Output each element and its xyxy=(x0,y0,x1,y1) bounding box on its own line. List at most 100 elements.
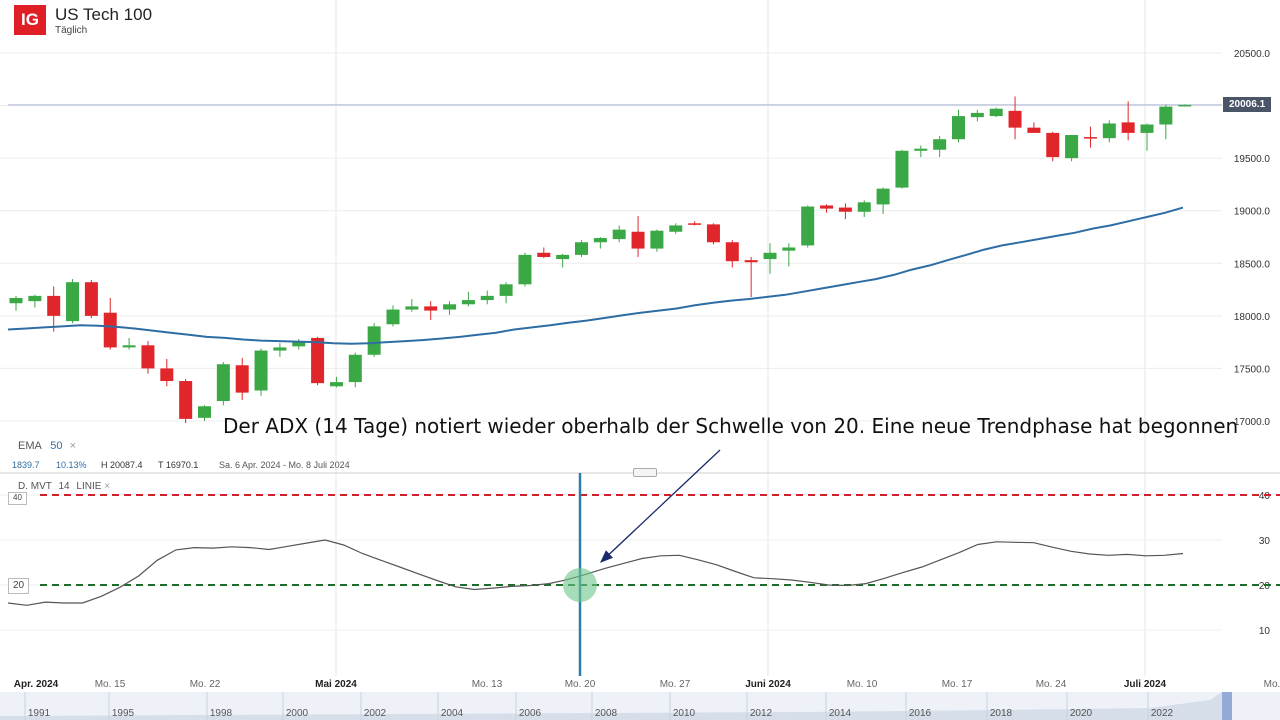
navigator-year-label: 2004 xyxy=(441,708,464,719)
candle-up xyxy=(933,139,947,150)
x-tick-label: Mo. 20 xyxy=(565,679,596,690)
candle-up xyxy=(499,284,513,296)
candle-up xyxy=(989,108,1003,117)
candle-up xyxy=(367,326,381,355)
candle-up xyxy=(329,382,343,387)
candle-up xyxy=(405,306,419,310)
candle-down xyxy=(103,312,117,348)
navigator-area xyxy=(0,692,1222,720)
price-tick-label: 19000.0 xyxy=(1234,207,1271,218)
x-tick-label: Mo. 27 xyxy=(660,679,691,690)
navigator-year-label: 2022 xyxy=(1151,708,1174,719)
candle-up xyxy=(593,238,607,243)
x-tick-label: Mo. 24 xyxy=(1036,679,1067,690)
candle-down xyxy=(160,368,174,382)
price-tick-label: 17500.0 xyxy=(1234,364,1271,375)
sub-indicator-period: 14 xyxy=(58,481,70,492)
candle-down xyxy=(838,207,852,212)
low-value: T 16970.1 xyxy=(158,460,199,470)
x-tick-label: Mo. 10 xyxy=(847,679,878,690)
adx-tick-label: 10 xyxy=(1259,626,1271,637)
x-tick-label: Mo. 15 xyxy=(95,679,126,690)
navigator-year-label: 2008 xyxy=(595,708,618,719)
candle-up xyxy=(801,206,815,246)
candle-up xyxy=(857,202,871,212)
candle-up xyxy=(461,300,475,305)
navigator-year-label: 2014 xyxy=(829,708,852,719)
adx-tick-label: 30 xyxy=(1259,536,1271,547)
candle-down xyxy=(1008,110,1022,128)
navigator-year-label: 2016 xyxy=(909,708,932,719)
navigator-year-label: 2006 xyxy=(519,708,542,719)
adx-tick-label: 20 xyxy=(1259,581,1271,592)
adx-tick-label: 40 xyxy=(1259,491,1271,502)
x-tick-label: Juli 2024 xyxy=(1124,679,1167,690)
candle-up xyxy=(122,345,136,348)
sub-indicator-label[interactable]: D. MVT 14 LINIE × xyxy=(18,481,110,492)
ema-indicator-label[interactable]: EMA 50 × xyxy=(18,440,76,452)
price-tick-label: 20500.0 xyxy=(1234,49,1271,60)
navigator-year-label: 1991 xyxy=(28,708,51,719)
candle-down xyxy=(688,223,702,225)
adx-line xyxy=(7,539,1184,606)
instrument-title: US Tech 100 xyxy=(55,5,153,24)
timeframe-label: Täglich xyxy=(55,25,88,36)
x-tick-label: Mo. xyxy=(1264,679,1280,690)
candle-up xyxy=(669,225,683,232)
crossover-highlight xyxy=(563,568,597,602)
x-tick-label: Apr. 2024 xyxy=(14,679,59,690)
candle-down xyxy=(820,205,834,209)
candle-down xyxy=(424,306,438,311)
x-tick-label: Mo. 13 xyxy=(472,679,503,690)
candle-down xyxy=(1083,137,1097,139)
current-price-tag: 20006.1 xyxy=(1223,97,1272,112)
ema-50-line xyxy=(7,206,1184,345)
candle-up xyxy=(876,188,890,205)
candle-down xyxy=(706,224,720,243)
candle-up xyxy=(198,406,211,418)
candle-up xyxy=(1140,124,1154,133)
threshold-40-box[interactable]: 40 xyxy=(8,492,27,505)
change-percent: 10.13% xyxy=(56,460,87,470)
candle-up xyxy=(28,295,42,302)
candle-up xyxy=(575,242,588,255)
navigator-year-label: 1995 xyxy=(112,708,135,719)
close-sub-indicator-icon[interactable]: × xyxy=(104,481,111,492)
candle-down xyxy=(744,260,758,263)
candle-up xyxy=(914,148,928,151)
candle-up xyxy=(763,252,777,260)
sub-indicator-name: D. MVT xyxy=(18,481,52,492)
candle-up xyxy=(895,150,909,188)
date-range: Sa. 6 Apr. 2024 - Mo. 8 Juli 2024 xyxy=(219,460,350,470)
ema-period: 50 xyxy=(50,440,63,452)
navigator-year-label: 1998 xyxy=(210,708,233,719)
candle-down xyxy=(311,337,325,384)
ema-name: EMA xyxy=(18,440,42,452)
candle-up xyxy=(348,354,362,383)
navigator-year-label: 2002 xyxy=(364,708,387,719)
price-tick-label: 18000.0 xyxy=(1234,312,1271,323)
candle-down xyxy=(537,252,551,257)
price-tick-label: 17000.0 xyxy=(1234,417,1271,428)
sub-indicator-style: LINIE xyxy=(76,481,102,492)
price-tick-label: 19500.0 xyxy=(1234,154,1271,165)
candle-up xyxy=(1159,106,1173,125)
candle-up xyxy=(66,282,80,322)
navigator-year-label: 2010 xyxy=(673,708,696,719)
candle-up xyxy=(612,229,626,240)
threshold-20-box[interactable]: 20 xyxy=(8,578,30,594)
x-tick-label: Mo. 22 xyxy=(190,679,221,690)
close-ema-icon[interactable]: × xyxy=(69,440,77,452)
candle-up xyxy=(1065,135,1079,159)
candle-up xyxy=(782,247,796,251)
pane-resize-handle[interactable] xyxy=(633,468,657,477)
candle-down xyxy=(47,295,61,316)
candle-up xyxy=(1178,104,1192,107)
candle-down xyxy=(1027,127,1041,133)
price-tick-label: 18500.0 xyxy=(1234,259,1271,270)
candle-up xyxy=(9,297,23,304)
annotation-arrow xyxy=(600,449,721,563)
x-tick-label: Mo. 17 xyxy=(942,679,973,690)
